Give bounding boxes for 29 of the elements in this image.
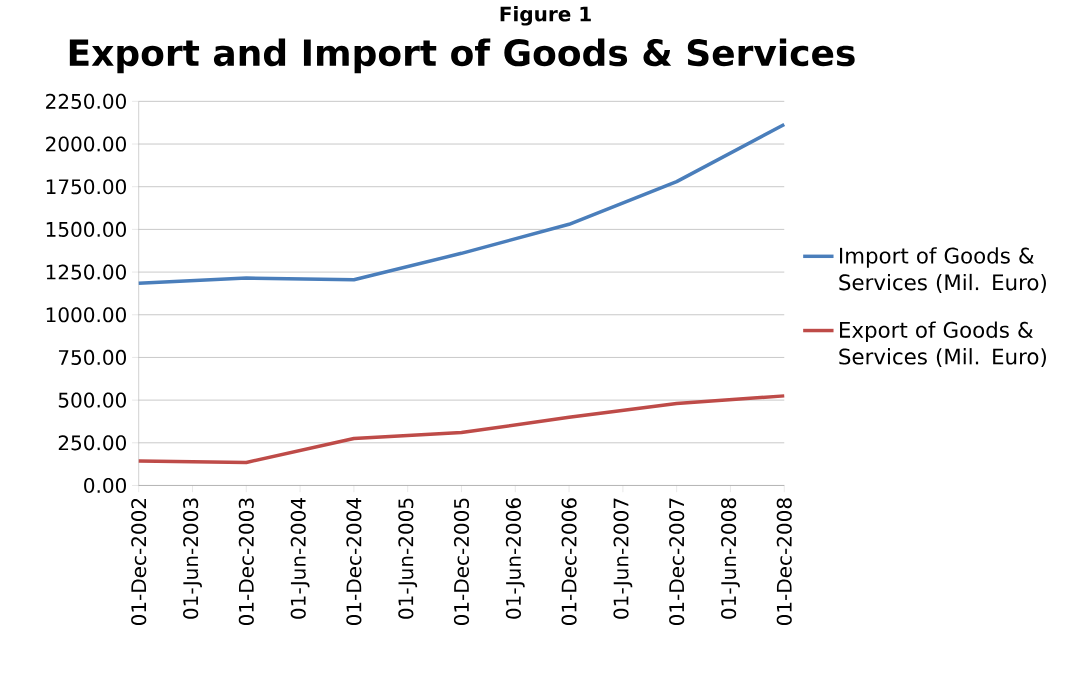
y-tick-label: 250.00: [58, 435, 126, 451]
x-tick-label: 01-Dec-2003: [238, 498, 254, 626]
chart-title: Export and Import of Goods & Services: [69, 38, 855, 74]
line-series: [136, 122, 786, 285]
x-tick-label: 01-Dec-2004: [346, 498, 362, 626]
x-tick-label: 01-Dec-2005: [453, 498, 470, 626]
y-tick-label: 500.00: [58, 392, 126, 408]
line-series: [136, 394, 786, 465]
y-tick-label: 1250.00: [46, 264, 126, 280]
x-tick-label: 01-Jun-2006: [505, 498, 525, 619]
y-tick-label: 1750.00: [46, 179, 126, 195]
y-tick-label: 1500.00: [46, 221, 126, 238]
x-tick-label: 01-Dec-2007: [669, 498, 685, 626]
y-tick-label: 2000.00: [46, 136, 126, 152]
x-tick-label: 01-Dec-2002: [131, 498, 147, 626]
x-tick-label: 01-Jun-2007: [613, 498, 633, 619]
caption: Figure 1: [500, 6, 591, 26]
x-tick-label: 01-Dec-2006: [561, 498, 577, 626]
x-tick-label: 01-Dec-2008: [776, 498, 792, 626]
y-tick-label: 1000.00: [46, 307, 126, 323]
y-tick-label: 750.00: [58, 349, 126, 366]
x-tick-label: 01-Jun-2004: [290, 498, 310, 619]
x-tick-label: 01-Jun-2003: [183, 498, 202, 619]
y-tick-label: 2250.00: [46, 93, 126, 109]
legend-label: Export of Goods & Services (Mil. Euro): [839, 321, 1046, 368]
x-tick-label: 01-Jun-2008: [721, 498, 740, 619]
y-tick-label: 0.00: [84, 477, 126, 494]
legend-label: Import of Goods & Services (Mil. Euro): [839, 247, 1046, 293]
x-tick-label: 01-Jun-2005: [398, 498, 418, 619]
